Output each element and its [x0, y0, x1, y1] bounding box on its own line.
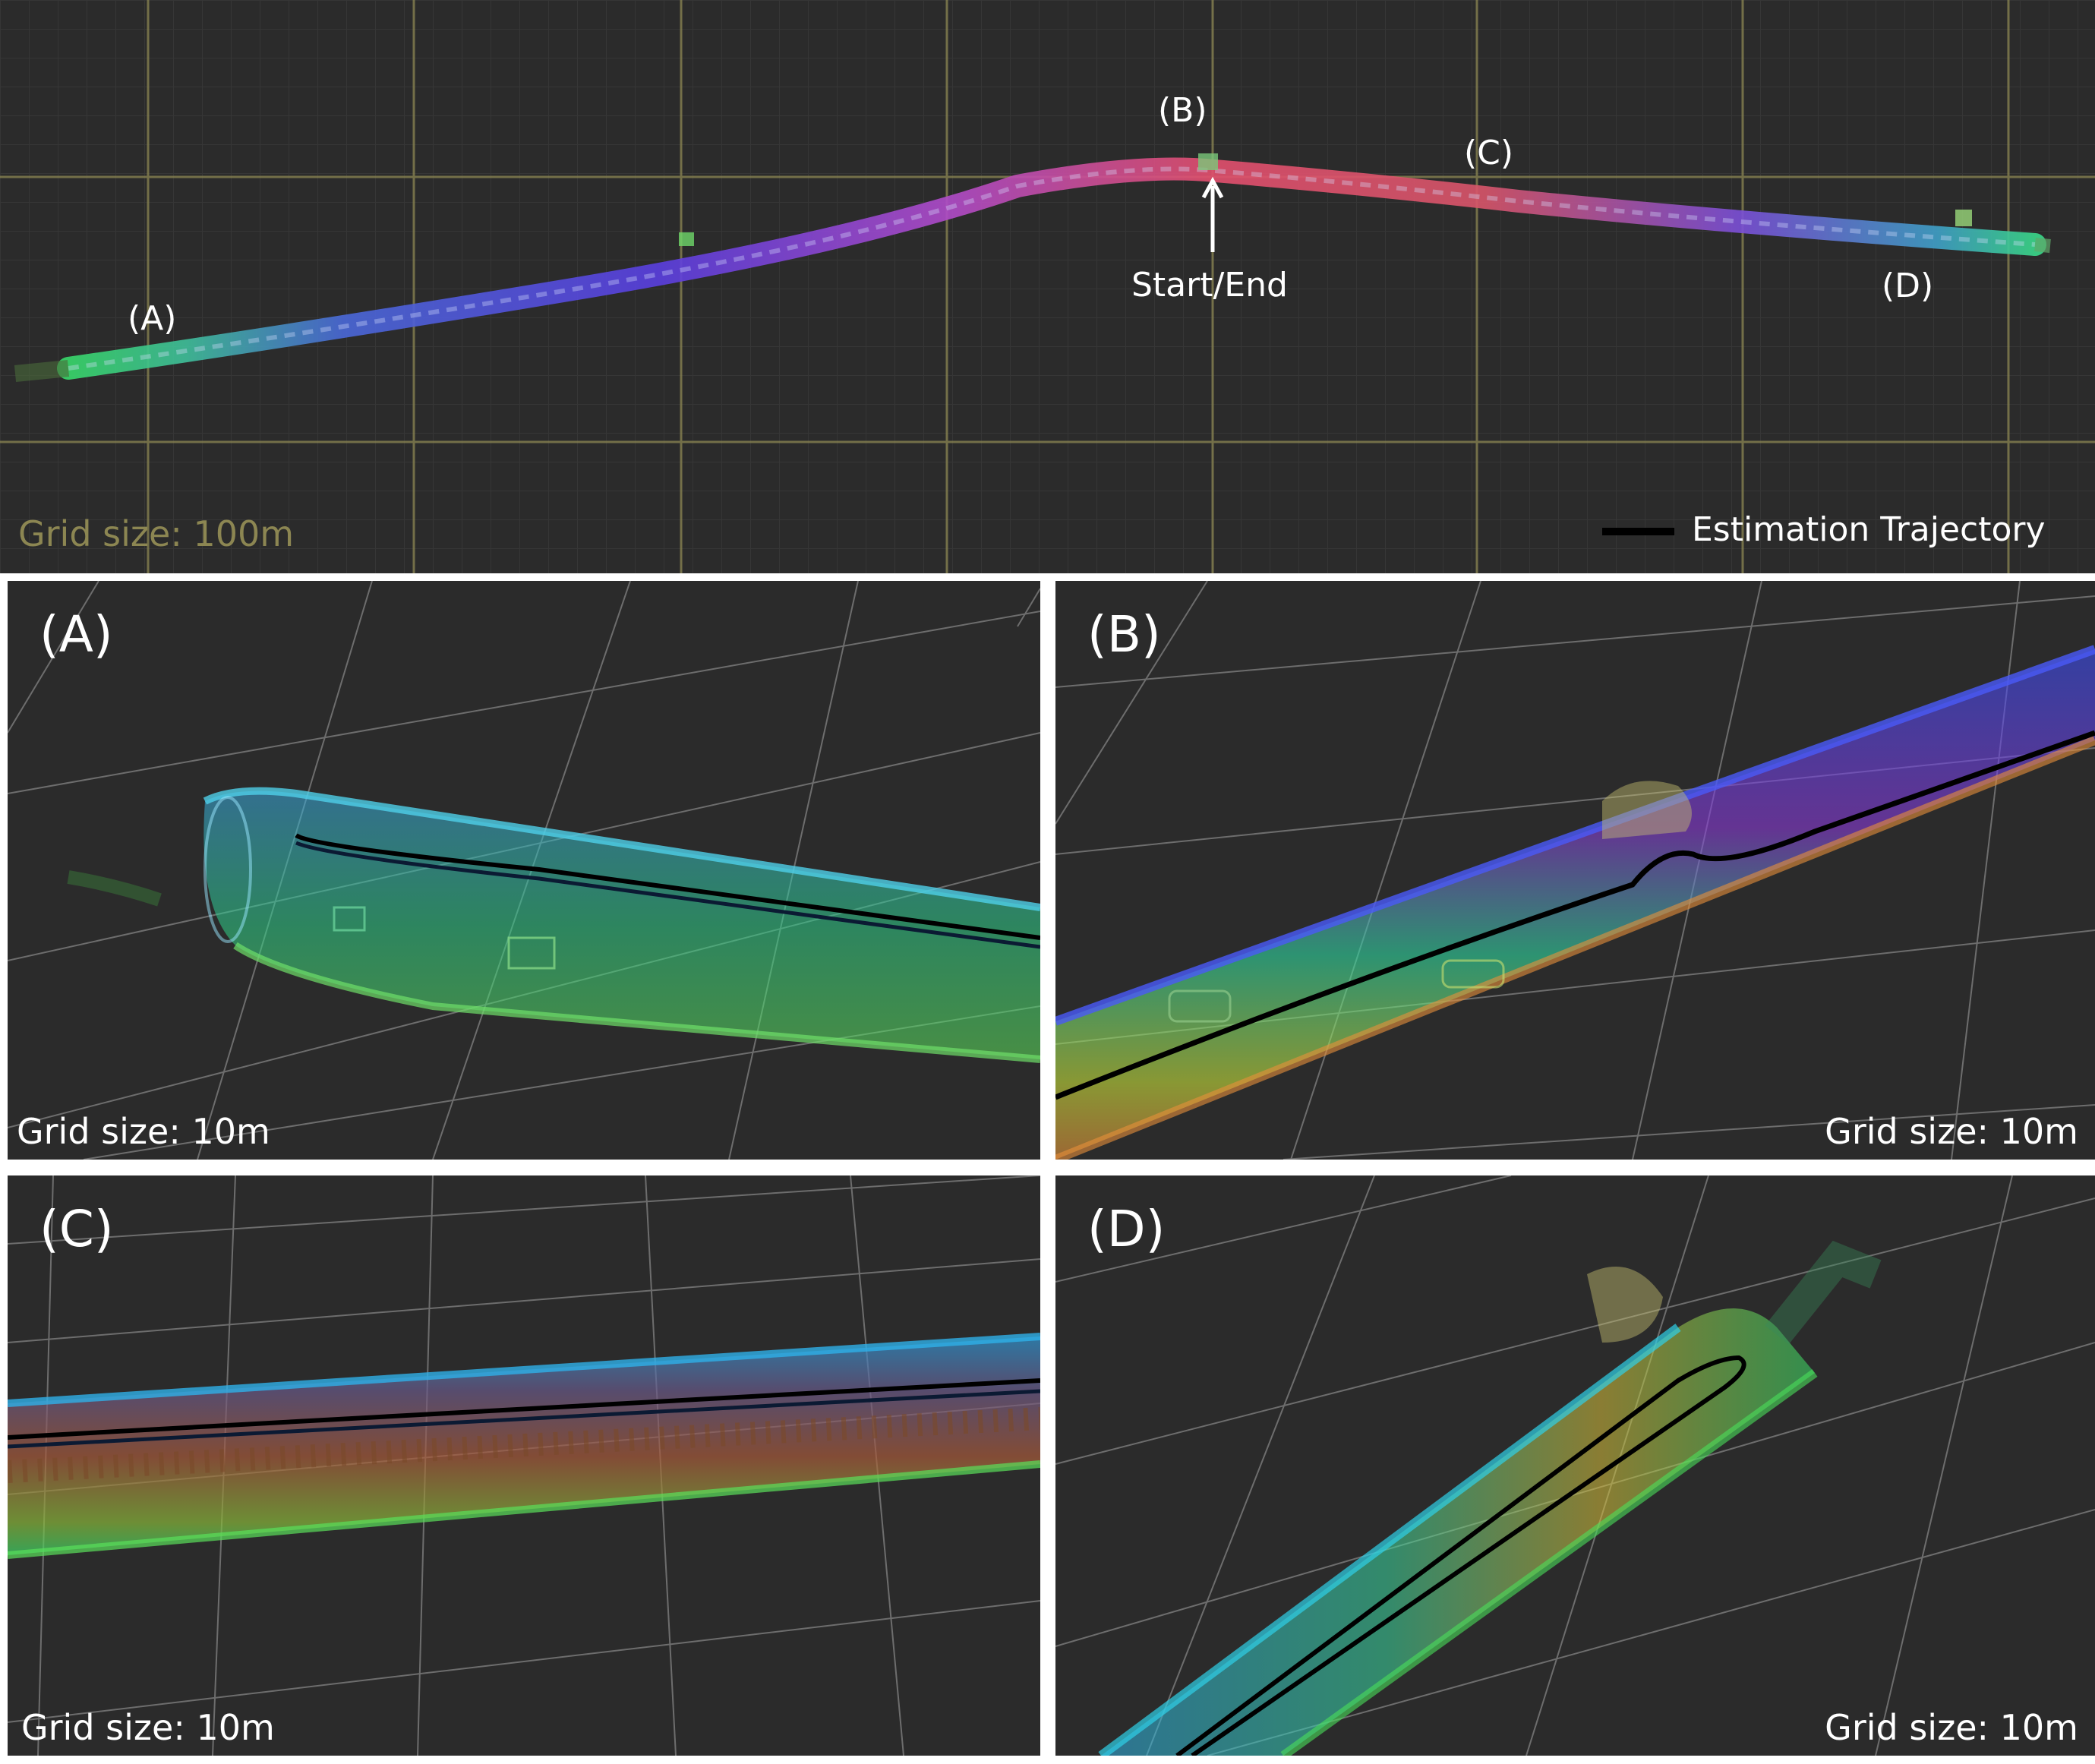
panel-a-label: (A)	[39, 605, 113, 664]
tunnel-d	[1098, 1240, 1882, 1756]
marker-a: (A)	[128, 299, 177, 338]
fine-grid	[0, 0, 2095, 573]
estimation-trajectory	[295, 833, 1040, 940]
start-end-arrow	[1201, 176, 1224, 252]
detail-panel-c: (C) Grid size: 10m	[8, 1175, 1040, 1756]
panel-b-grid-size: Grid size: 10m	[1825, 1111, 2078, 1152]
panel-b-label: (B)	[1087, 605, 1161, 664]
tunnel-point-cloud	[14, 153, 2051, 382]
marker-d: (D)	[1882, 267, 1934, 305]
tunnel-c	[8, 1333, 1040, 1559]
detail-panel-a: (A) Grid size: 10m	[8, 581, 1040, 1160]
estimation-trajectory	[1055, 730, 2095, 1100]
start-end-label: Start/End	[1131, 266, 1288, 305]
panel-c-label: (C)	[39, 1200, 114, 1258]
overview-map-canvas	[0, 0, 2095, 573]
panel-d-canvas	[1055, 1175, 2095, 1756]
panel-a-grid-size: Grid size: 10m	[17, 1111, 270, 1152]
detail-panel-d: (D) Grid size: 10m	[1055, 1175, 2095, 1756]
legend-label: Estimation Trajectory	[1692, 510, 2046, 549]
panel-c-grid-size: Grid size: 10m	[21, 1707, 275, 1748]
tunnel-b	[1055, 645, 2095, 1160]
panel-a-canvas	[8, 581, 1040, 1160]
detail-panel-b: (B) Grid size: 10m	[1055, 581, 2095, 1160]
overview-map-panel: (A) (B) (C) (D) Start/End Grid size: 100…	[0, 0, 2095, 573]
panel-c-canvas	[8, 1175, 1040, 1756]
marker-c: (C)	[1464, 134, 1514, 172]
tunnel-a	[67, 787, 1040, 1063]
estimation-trajectory	[1175, 1355, 1746, 1756]
estimation-trajectory	[8, 1378, 1040, 1440]
marker-b: (B)	[1158, 91, 1207, 130]
panel-d-grid-size: Grid size: 10m	[1825, 1707, 2078, 1748]
panel-d-label: (D)	[1087, 1200, 1166, 1258]
overview-grid-size: Grid size: 100m	[18, 513, 295, 554]
panel-b-canvas	[1055, 581, 2095, 1160]
perspective-grid	[1055, 1175, 2095, 1756]
